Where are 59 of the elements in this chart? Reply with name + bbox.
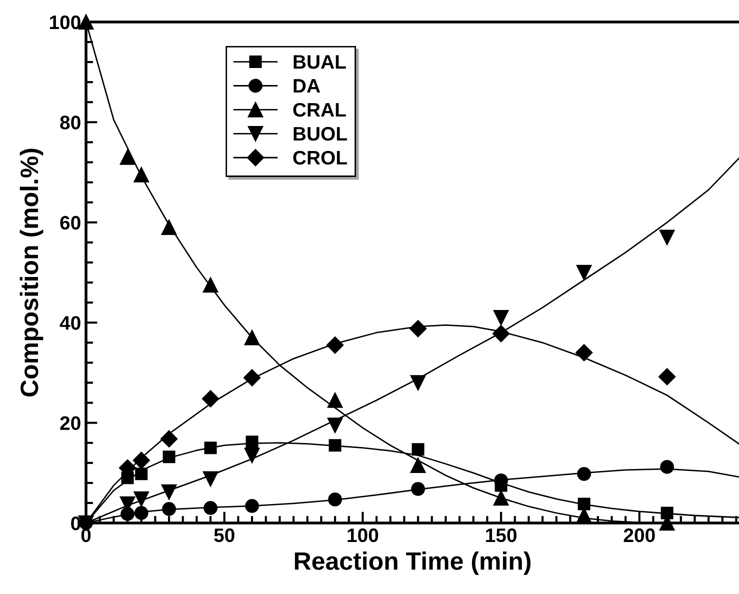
point	[161, 220, 177, 236]
point	[410, 375, 426, 390]
legend-label: CROL	[293, 150, 347, 165]
point	[327, 418, 343, 433]
point	[577, 466, 591, 481]
point	[160, 430, 178, 448]
point	[660, 460, 674, 474]
point	[327, 392, 343, 408]
point	[243, 369, 261, 386]
point	[244, 448, 260, 464]
point	[659, 230, 675, 246]
point	[411, 482, 425, 496]
point	[162, 450, 176, 464]
y-tick-label: 100	[50, 15, 80, 30]
point	[202, 390, 220, 408]
point	[660, 506, 674, 520]
point	[134, 506, 148, 520]
x-tick-label: 50	[214, 528, 234, 542]
point	[134, 167, 149, 182]
point	[492, 325, 510, 342]
point	[326, 336, 344, 354]
point	[132, 452, 150, 469]
point	[412, 443, 424, 456]
point	[244, 330, 260, 346]
point	[493, 310, 509, 326]
y-tick-label: 40	[60, 316, 80, 330]
x-axis-title: Reaction Time (min)	[294, 552, 531, 575]
legend-label: CRAL	[293, 102, 346, 117]
legend-label: BUOL	[294, 126, 347, 141]
x-tick-label: 200	[624, 528, 655, 542]
point	[410, 458, 426, 474]
point	[658, 368, 676, 386]
point	[576, 264, 592, 280]
point	[120, 150, 136, 165]
legend-label: BUAL	[294, 55, 346, 69]
point	[246, 436, 258, 448]
point	[204, 442, 217, 454]
legend-label: DA	[294, 79, 320, 93]
x-tick-label: 100	[348, 528, 378, 542]
point	[578, 498, 590, 510]
point	[328, 439, 342, 452]
point	[161, 484, 177, 500]
point	[204, 501, 218, 515]
y-axis-title: Composition (mol.%)	[20, 148, 44, 396]
point	[245, 499, 259, 513]
point	[134, 491, 149, 507]
point	[120, 507, 134, 521]
y-tick-label: 80	[60, 116, 80, 130]
y-tick-label: 60	[60, 216, 80, 230]
point	[202, 471, 218, 487]
point	[493, 490, 509, 506]
point	[576, 344, 593, 362]
point	[162, 502, 176, 516]
point	[409, 320, 427, 338]
point	[202, 277, 218, 293]
point	[135, 468, 148, 480]
x-tick-label: 150	[486, 528, 516, 542]
y-tick-label: 20	[60, 416, 80, 430]
point	[328, 492, 342, 506]
